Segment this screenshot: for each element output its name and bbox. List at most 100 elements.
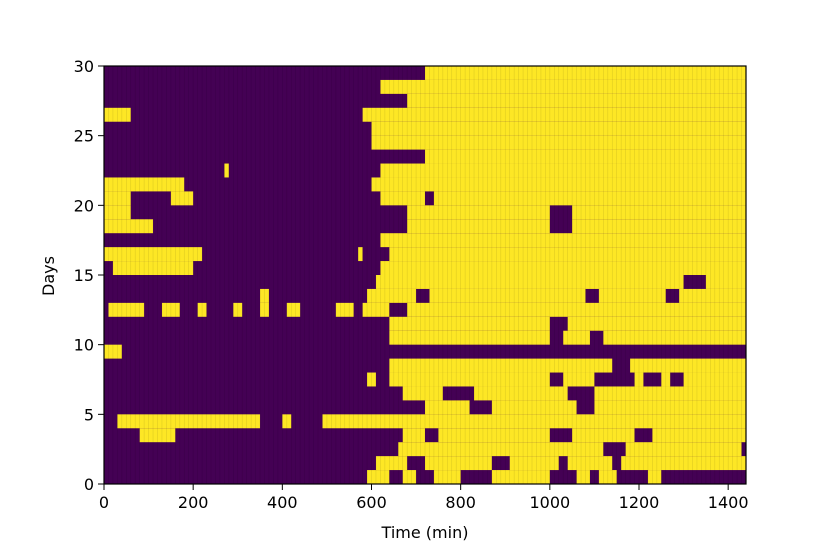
heatmap-cell-run: [598, 288, 666, 303]
y-tick-label: 20: [74, 196, 94, 215]
y-axis-ticks: 0 5 10 15 20 25 30: [74, 57, 104, 494]
heatmap-cell-run: [375, 275, 684, 289]
heatmap-cell-run: [474, 386, 568, 401]
heatmap-cell-run: [224, 163, 229, 178]
heatmap-cell-run: [634, 372, 644, 387]
x-tick-label: 0: [99, 493, 109, 512]
heatmap-cell-run: [407, 93, 746, 108]
y-tick-label: 15: [74, 266, 94, 285]
heatmap-cell-run: [380, 191, 425, 206]
x-tick-label: 1200: [619, 493, 660, 512]
heatmap-cell-run: [170, 191, 194, 206]
heatmap-cell-run: [112, 261, 194, 275]
heatmap-cell-run: [104, 219, 154, 234]
heatmap-cell-run: [683, 372, 746, 387]
heatmap-cell-run: [425, 149, 746, 164]
heatmap-cell-run: [598, 470, 617, 484]
heatmap-cell-run: [594, 400, 746, 415]
heatmap-cell-run: [197, 302, 207, 317]
cell-grid-lines: [108, 66, 742, 484]
heatmap-cell-run: [398, 442, 604, 457]
heatmap-cell-run: [563, 372, 595, 387]
heatmap-cell-run: [621, 456, 746, 471]
heatmap-cell-run: [705, 275, 746, 289]
heatmap-cell-run: [282, 414, 292, 429]
heatmap-cell-run: [647, 470, 662, 484]
heatmap-cell-run: [594, 386, 746, 401]
x-tick-label: 1400: [708, 493, 749, 512]
heatmap-cell-run: [367, 470, 390, 484]
heatmap-cell-run: [576, 470, 590, 484]
heatmap-cell-run: [425, 66, 746, 80]
heatmap-cell-run: [362, 107, 746, 122]
x-tick-label: 800: [445, 493, 476, 512]
heatmap-cell-run: [433, 191, 746, 206]
y-tick-label: 5: [84, 405, 94, 424]
heatmap-cell-run: [429, 288, 586, 303]
heatmap-cell-run: [380, 233, 746, 248]
heatmap-cell-run: [679, 288, 746, 303]
heatmap-cell-run: [375, 456, 408, 471]
heatmap-cell-run: [362, 302, 390, 317]
heatmap-cell-run: [402, 386, 443, 401]
heatmap-cell-run: [104, 177, 185, 192]
heatmap-cell-run: [389, 358, 613, 373]
heatmap-cell-run: [630, 358, 746, 373]
y-axis-label: Days: [39, 256, 58, 296]
x-tick-label: 200: [178, 493, 209, 512]
heatmap-cell-run: [358, 247, 363, 262]
heatmap-cell-run: [661, 372, 671, 387]
x-axis-ticks: 0 200 400 600 800 1000 1200 1400: [99, 484, 749, 512]
heatmap-cell-run: [652, 428, 746, 443]
heatmap-cell-run: [567, 316, 746, 331]
heatmap-cell-run: [402, 428, 425, 443]
heatmap-cell-run: [139, 428, 176, 443]
heatmap-cell-run: [260, 302, 269, 317]
heatmap-cell-run: [233, 302, 243, 317]
heatmap-cell-run: [389, 316, 550, 331]
heatmap-cell-run: [625, 442, 742, 457]
y-tick-label: 10: [74, 336, 94, 355]
x-tick-label: 1000: [529, 493, 570, 512]
heatmap-cell-run: [407, 302, 746, 317]
heatmap-cell-run: [389, 372, 550, 387]
heatmap-cell-run: [567, 456, 613, 471]
heatmap-cell-run: [509, 456, 559, 471]
heatmap-cell-run: [322, 414, 746, 429]
x-axis-label: Time (min): [381, 523, 469, 542]
x-tick-label: 400: [267, 493, 298, 512]
heatmap-cell-run: [491, 400, 577, 415]
heatmap-cell-run: [572, 219, 746, 234]
heatmap-cell-run: [371, 135, 746, 150]
heatmap-cell-run: [407, 219, 550, 234]
heatmap-cell-run: [572, 205, 746, 220]
heatmap-cell-run: [389, 330, 550, 345]
heatmap-cell-run: [491, 470, 550, 484]
heatmap-cell-run: [367, 288, 417, 303]
heatmap-cell-run: [367, 372, 376, 387]
heatmap-cell-run: [407, 205, 550, 220]
heatmap-cell-run: [572, 428, 635, 443]
heatmap-cell-run: [603, 330, 746, 345]
heatmap-cell-run: [371, 121, 746, 136]
heatmap-cell-run: [433, 470, 461, 484]
heatmap-cell-run: [104, 191, 131, 206]
heatmap-cell-run: [335, 302, 354, 317]
y-tick-label: 0: [84, 475, 94, 494]
heatmap-cell-run: [161, 302, 180, 317]
heatmap-cell-run: [380, 163, 746, 178]
heatmap-cell-run: [563, 330, 590, 345]
heatmap-cell-run: [104, 107, 131, 122]
heatmap-cell-run: [286, 302, 301, 317]
heatmap-cell-run: [438, 428, 550, 443]
heatmap-cell-run: [117, 414, 261, 429]
heatmap-cell-run: [380, 261, 746, 275]
heatmap-cell-run: [380, 79, 746, 94]
heatmap-cell-run: [389, 247, 746, 262]
heatmap-cell-run: [108, 302, 145, 317]
heatmap-cell-run: [402, 470, 417, 484]
heatmap-cell-run: [425, 456, 492, 471]
heatmap-cell-run: [104, 247, 203, 262]
heatmap-cell-run: [260, 288, 269, 303]
